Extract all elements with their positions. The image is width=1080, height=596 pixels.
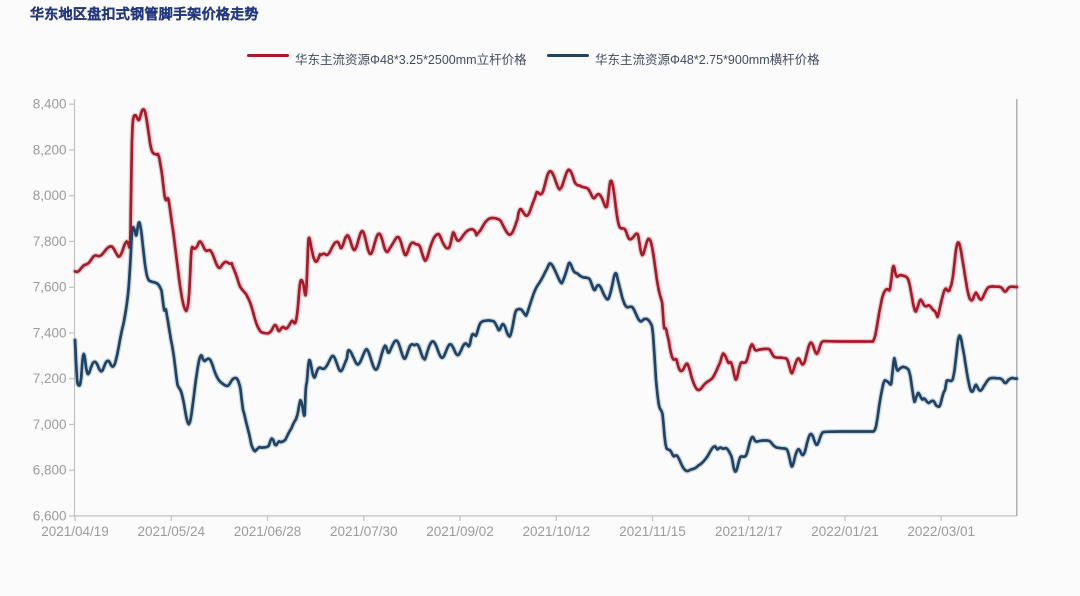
svg-text:2021/10/12: 2021/10/12 — [523, 524, 591, 539]
svg-text:2022/03/01: 2022/03/01 — [907, 524, 975, 539]
svg-text:2021/06/28: 2021/06/28 — [234, 524, 302, 539]
svg-text:7,600: 7,600 — [33, 280, 67, 295]
svg-text:2021/09/02: 2021/09/02 — [426, 524, 494, 539]
svg-text:2021/12/17: 2021/12/17 — [715, 524, 783, 539]
svg-text:2021/05/24: 2021/05/24 — [138, 524, 206, 539]
svg-text:2021/07/30: 2021/07/30 — [330, 524, 398, 539]
svg-text:7,800: 7,800 — [33, 234, 67, 249]
svg-text:7,400: 7,400 — [33, 325, 67, 340]
svg-text:7,200: 7,200 — [33, 371, 67, 386]
svg-text:8,400: 8,400 — [33, 97, 67, 112]
svg-text:6,600: 6,600 — [33, 509, 67, 524]
svg-text:2021/04/19: 2021/04/19 — [41, 524, 109, 539]
svg-text:7,000: 7,000 — [33, 417, 67, 432]
svg-text:6,800: 6,800 — [33, 463, 67, 478]
svg-text:8,200: 8,200 — [33, 142, 67, 157]
svg-text:8,000: 8,000 — [33, 188, 67, 203]
svg-text:2022/01/21: 2022/01/21 — [811, 524, 879, 539]
svg-text:2021/11/15: 2021/11/15 — [619, 524, 686, 539]
